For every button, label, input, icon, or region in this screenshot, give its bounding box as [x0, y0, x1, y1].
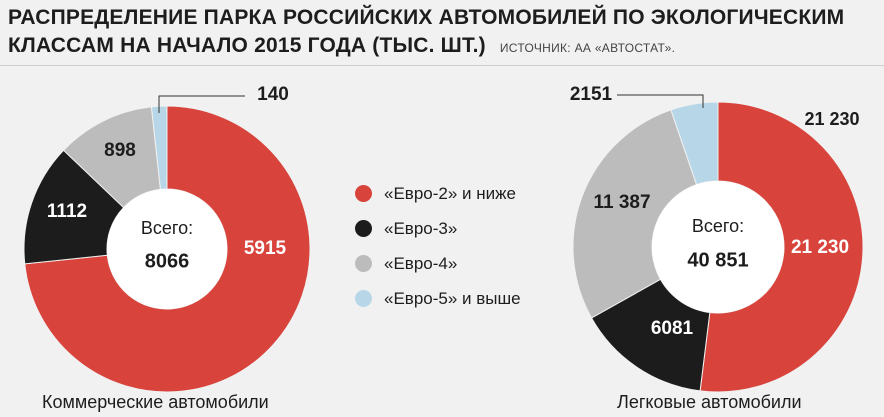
passenger-outer-value-label: 21 230	[804, 109, 859, 129]
passenger-caption: Легковые автомобили	[617, 392, 802, 412]
commercial-value-label-euro5: 140	[257, 84, 289, 105]
legend-item-euro4: «Евро-4»	[355, 246, 521, 281]
legend: «Евро-2» и ниже «Евро-3» «Евро-4» «Евро-…	[355, 176, 521, 316]
commercial-total-label: Всего:	[141, 218, 193, 238]
legend-label-euro5: «Евро-5» и выше	[384, 288, 521, 308]
commercial-value-label-euro4: 898	[104, 140, 136, 161]
legend-swatch-euro5	[355, 290, 372, 307]
commercial-donut: 5915 1112 898 140 Всего: 8066	[23, 84, 311, 393]
commercial-value-label-euro2: 5915	[244, 238, 287, 259]
passenger-donut-hole	[652, 181, 784, 313]
chart-title-line-1: РАСПРЕДЕЛЕНИЕ ПАРКА РОССИЙСКИХ АВТОМОБИЛ…	[8, 6, 845, 29]
commercial-donut-hole	[107, 189, 227, 309]
chart-title-line-2-text: КЛАССАМ НА НАЧАЛО 2015 ГОДА (ТЫС. ШТ.)	[8, 34, 486, 57]
legend-label-euro2: «Евро-2» и ниже	[384, 183, 516, 203]
commercial-callout-line	[158, 95, 245, 113]
legend-swatch-euro4	[355, 255, 372, 272]
passenger-donut: 21 230 6081 11 387 2151 21 230 Всего: 40 851	[570, 84, 864, 393]
passenger-value-label-euro4: 11 387	[593, 192, 650, 213]
legend-swatch-euro2	[355, 185, 372, 202]
passenger-total-label: Всего:	[692, 216, 744, 236]
passenger-value-label-euro5: 2151	[570, 84, 613, 105]
passenger-value-label-euro2: 21 230	[791, 237, 849, 258]
commercial-total-value: 8066	[145, 250, 190, 272]
chart-title-line-2: КЛАССАМ НА НАЧАЛО 2015 ГОДА (ТЫС. ШТ.) ИС…	[8, 34, 675, 58]
source-note: ИСТОЧНИК: АА «АВТОСТАТ».	[499, 41, 676, 55]
passenger-total-value: 40 851	[687, 249, 748, 271]
legend-label-euro3: «Евро-3»	[384, 218, 458, 238]
legend-item-euro2: «Евро-2» и ниже	[355, 176, 521, 211]
legend-item-euro3: «Евро-3»	[355, 211, 521, 246]
header-divider	[0, 65, 884, 66]
legend-label-euro4: «Евро-4»	[384, 253, 458, 273]
passenger-value-label-euro3: 6081	[651, 318, 694, 339]
legend-swatch-euro3	[355, 220, 372, 237]
passenger-callout-line	[617, 94, 704, 108]
commercial-caption: Коммерческие автомобили	[42, 392, 269, 412]
commercial-value-label-euro3: 1112	[47, 201, 87, 222]
legend-item-euro5: «Евро-5» и выше	[355, 281, 521, 316]
